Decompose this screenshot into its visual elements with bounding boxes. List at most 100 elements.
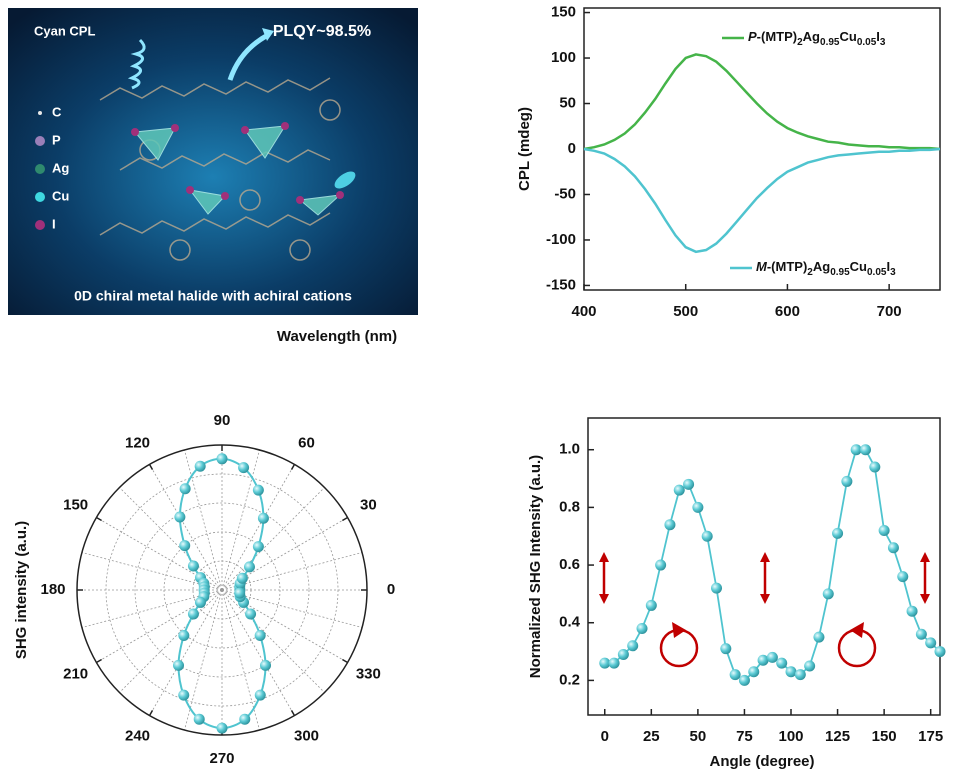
marker — [673, 484, 685, 496]
marker — [645, 599, 657, 611]
marker — [729, 669, 741, 681]
cpl-wave — [127, 38, 146, 90]
x-tick-label: 0 — [601, 728, 609, 745]
r-axis-label: SHG intensity (a.u.) — [13, 521, 30, 659]
marker — [257, 512, 269, 524]
y-tick-label: -50 — [554, 185, 576, 202]
plot-frame — [583, 7, 941, 291]
marker — [194, 596, 206, 608]
polar-axes: 0 30 60 90 120 150 180 210 240 270 300 330 SHG inten… — [13, 412, 395, 767]
grid-spoke — [221, 589, 325, 693]
y-tick-label: 0.2 — [559, 671, 580, 688]
grid-spoke — [221, 464, 295, 591]
marker — [636, 622, 648, 634]
marker — [216, 722, 228, 734]
legend-label: P-(MTP)2Ag0.95Cu0.05I3 — [748, 29, 886, 47]
legend-label: P — [52, 132, 61, 147]
marker — [599, 657, 611, 669]
marker — [260, 659, 271, 671]
marker — [887, 542, 899, 554]
marker — [869, 461, 881, 473]
y-tick-label: -150 — [546, 276, 576, 293]
marker — [655, 559, 667, 571]
y-tick-label: 0 — [568, 140, 576, 157]
marker — [244, 561, 256, 573]
marker — [254, 629, 266, 641]
marker — [711, 582, 723, 594]
glow — [334, 171, 356, 189]
marker — [617, 648, 629, 660]
marker — [683, 478, 695, 490]
grid-spoke — [149, 589, 223, 716]
marker — [178, 689, 190, 701]
theta-tick-label: 60 — [298, 435, 315, 452]
x-tick-label: 175 — [918, 728, 943, 745]
theta-tick-label: 240 — [125, 727, 150, 744]
x-tick-label: 50 — [690, 728, 707, 745]
x-tick-label: 150 — [872, 728, 897, 745]
series-line — [583, 147, 941, 254]
legend-swatch — [38, 111, 42, 115]
grid-spoke — [221, 449, 260, 591]
theta-tick — [148, 710, 154, 716]
marker — [925, 637, 937, 649]
theta-tick-label: 210 — [63, 665, 88, 682]
y-tick-label: 1.0 — [559, 441, 580, 458]
axes: 400 500 600 700 -150 -100 -50 0 50 100 150 Waveleng… — [277, 4, 941, 345]
y-tick-label: 0.6 — [559, 556, 580, 573]
x-tick-label: 125 — [825, 728, 850, 745]
marker — [252, 541, 264, 553]
marker — [757, 654, 769, 666]
x-axis-label: Angle (degree) — [709, 753, 814, 770]
y-tick-label: 0.4 — [559, 614, 581, 631]
marker — [748, 666, 760, 678]
x-tick-label: 75 — [736, 728, 753, 745]
theta-tick-label: 30 — [360, 496, 377, 513]
marker — [832, 527, 844, 539]
marker — [776, 657, 788, 669]
marker — [236, 572, 248, 584]
marker — [627, 640, 639, 652]
marker — [187, 608, 199, 620]
axes: 0 25 50 75 100 125 150 175 0.2 0.4 0.6 0.8 1.0 Angle … — [527, 417, 943, 770]
marker — [878, 524, 890, 536]
polarization-symbols — [599, 552, 930, 668]
theta-tick — [96, 516, 102, 522]
plot-frame — [587, 417, 941, 716]
theta-tick — [290, 710, 296, 716]
theta-tick-label: 150 — [63, 496, 88, 513]
marker — [915, 628, 927, 640]
y-axis-label: Normalized SHG Intensity (a.u.) — [527, 455, 544, 678]
x-tick-label: 100 — [778, 728, 803, 745]
marker — [664, 519, 676, 531]
marker — [173, 659, 184, 671]
marker — [701, 530, 713, 542]
illustration: Cyan CPL PLQY~98.5% 0D chiral metal hali… — [8, 8, 418, 315]
marker — [822, 588, 834, 600]
x-tick-label: 25 — [643, 728, 660, 745]
iodide-atoms — [131, 122, 344, 204]
legend-swatch — [35, 220, 45, 230]
emission-arrow — [227, 32, 270, 81]
marker — [860, 444, 872, 456]
grid-spoke — [221, 487, 325, 591]
marker — [804, 660, 816, 672]
marker — [906, 605, 918, 617]
y-tick-label: 150 — [551, 4, 576, 21]
marker — [785, 666, 797, 678]
y-axis-label: CPL (mdeg) — [516, 107, 533, 191]
marker — [245, 608, 257, 620]
y-tick-label: 100 — [551, 49, 576, 66]
marker — [178, 629, 190, 641]
legend-label: Cu — [52, 188, 69, 203]
theta-tick — [148, 464, 154, 470]
theta-tick-label: 270 — [209, 750, 234, 767]
grid-spoke — [149, 464, 223, 591]
x-tick-label: 700 — [877, 303, 902, 320]
x-tick-label: 400 — [571, 303, 596, 320]
legend-label: I — [52, 216, 56, 231]
marker — [179, 540, 191, 552]
grid-ring — [134, 502, 310, 678]
series-line — [583, 53, 941, 151]
y-tick-label: 0.8 — [559, 498, 580, 515]
